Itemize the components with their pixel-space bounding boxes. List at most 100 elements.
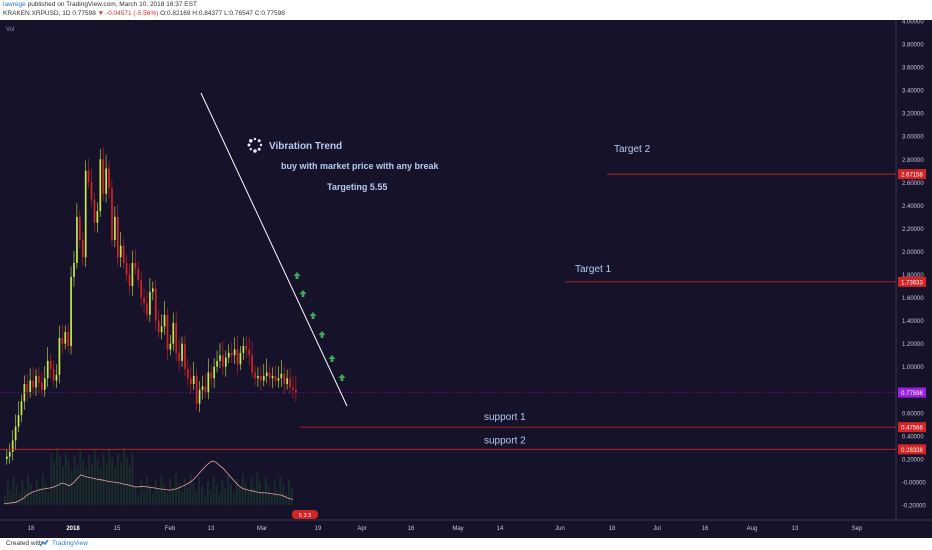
volume-bar: [114, 467, 116, 505]
y-tick-label: 2.60000: [902, 181, 924, 187]
volume-bar: [279, 476, 282, 505]
y-tick-label: -0.00000: [902, 480, 926, 486]
candle-body: [105, 168, 107, 194]
candle-body: [189, 378, 192, 384]
volume-bar: [267, 486, 270, 505]
candle-body: [219, 355, 221, 361]
y-tick-label: 2.20000: [902, 227, 924, 233]
price-badge-label: 0.47566: [901, 426, 923, 432]
candle-body: [225, 357, 227, 367]
volume-bar: [99, 468, 102, 505]
price-badge-label: 0.77598: [901, 391, 923, 397]
price-chart[interactable]: Vol 4.00000 3.80000 3.60000 3.40000 3.20000 3.…: [0, 20, 932, 538]
volume-ma-line: [3, 460, 293, 505]
plot-area: [0, 20, 896, 520]
volume-bar: [53, 462, 56, 505]
volume-bar: [291, 489, 293, 505]
volume-bar: [256, 473, 259, 505]
candle-body: [230, 352, 233, 356]
volume-bar: [186, 487, 189, 505]
y-tick-label: 3.20000: [902, 112, 924, 118]
volume-bar: [238, 488, 241, 505]
candle-body: [233, 349, 236, 356]
candle-body: [58, 337, 61, 375]
volume-bar: [6, 481, 9, 505]
publish-info: lawrege published on TradingView.com, Ma…: [3, 1, 197, 8]
volume-bar: [35, 479, 38, 505]
x-tick-label: 13: [792, 526, 799, 532]
volume-bar: [207, 481, 209, 505]
candle-body: [6, 456, 8, 459]
volume-bar: [18, 494, 21, 505]
volume-bar: [122, 448, 125, 505]
candle-body: [64, 332, 67, 344]
candle-body: [43, 378, 46, 390]
up-arrow-icon: [328, 355, 336, 362]
volume-bar: [259, 482, 261, 505]
volume-bar: [262, 491, 264, 505]
candle-body: [286, 378, 289, 384]
volume-bar: [241, 474, 244, 505]
y-tick-label: 2.00000: [902, 250, 924, 256]
x-tick-label: 14: [497, 526, 504, 532]
y-tick-label: 0.60000: [902, 411, 924, 417]
candle-body: [128, 274, 131, 287]
x-tick-label: Sep: [852, 526, 863, 532]
volume-bar: [21, 480, 24, 505]
spinner-dot: [257, 147, 261, 151]
candle-body: [254, 372, 256, 379]
x-tick-label: 19: [315, 526, 322, 532]
price-badge-label: 0.28338: [901, 448, 923, 454]
price-badge: [898, 276, 926, 287]
y-tick-label: 1.20000: [902, 342, 924, 348]
candle-body: [102, 159, 105, 194]
y-tick-label: 1.00000: [902, 365, 924, 371]
header-bar: lawrege published on TradingView.com, Ma…: [0, 0, 932, 20]
volume-bar: [59, 457, 61, 505]
candle-body: [251, 355, 253, 373]
candle-body: [216, 360, 218, 367]
candle-body: [149, 291, 151, 315]
candle-body: [87, 170, 90, 183]
candle-body: [79, 216, 81, 240]
volume-bar: [134, 486, 137, 505]
time-badge: [292, 510, 318, 519]
volume-bar: [154, 480, 157, 505]
candle-body: [29, 380, 32, 393]
spinner-dot: [257, 139, 261, 143]
spinner-dot: [253, 137, 257, 141]
x-tick-label: Feb: [165, 526, 176, 532]
level-label: support 2: [484, 435, 526, 446]
volume-bar: [218, 494, 221, 505]
candle-body: [38, 375, 40, 383]
candle-body: [210, 372, 213, 379]
candle-body: [140, 280, 143, 298]
volume-bar: [41, 474, 44, 505]
candle-body: [236, 349, 239, 365]
tradingview-link[interactable]: TradingView: [52, 540, 88, 547]
candle-body: [125, 263, 128, 275]
x-tick-label: 18: [28, 526, 35, 532]
level-label: support 1: [484, 412, 526, 423]
price-badge: [898, 169, 926, 180]
candle-body: [198, 389, 201, 404]
candle-body: [239, 352, 242, 365]
candle-body: [289, 378, 291, 388]
change-text: ▼ -0.04571 (-5.56%): [97, 10, 159, 17]
trend-line: [200, 92, 348, 407]
volume-bar: [189, 473, 192, 505]
volume-bar: [224, 489, 227, 505]
candle-body: [192, 375, 195, 384]
author-link[interactable]: lawrege: [3, 1, 26, 8]
candle-body: [52, 369, 55, 381]
y-tick-label: 2.40000: [902, 204, 924, 210]
volume-bar: [172, 488, 174, 505]
volume-bar: [230, 484, 232, 505]
candle-body: [257, 375, 259, 379]
volume-bar: [73, 456, 76, 505]
volume-bar: [105, 463, 108, 505]
x-tick-label: 13: [208, 526, 215, 532]
volume-bar: [192, 482, 195, 505]
candle-body: [184, 343, 186, 370]
volume-bar: [253, 487, 256, 505]
